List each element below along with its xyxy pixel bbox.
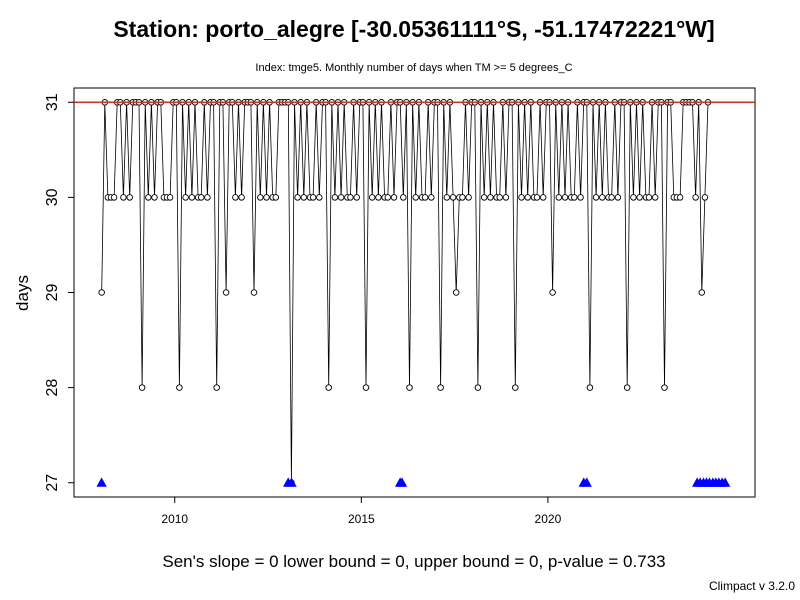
data-point (480, 194, 488, 201)
data-point (512, 384, 519, 391)
data-point (651, 194, 659, 201)
data-point (443, 194, 451, 201)
series-line (101, 101, 709, 483)
data-point (347, 194, 354, 201)
data-point (599, 194, 606, 201)
data-point (325, 384, 332, 391)
data-point (331, 194, 339, 201)
data-point (676, 194, 684, 201)
data-point (487, 194, 494, 201)
data-point (188, 194, 196, 201)
data-point (368, 194, 376, 201)
data-point (549, 289, 556, 296)
data-point (213, 384, 220, 391)
missing-marker (96, 477, 107, 487)
data-point (586, 384, 594, 391)
data-point (437, 384, 444, 391)
data-point (474, 384, 482, 391)
data-point (452, 289, 460, 296)
missing-marker (396, 477, 408, 487)
data-point (661, 384, 668, 391)
data-point (571, 194, 578, 201)
data-point (238, 194, 245, 201)
data-point (138, 384, 146, 391)
data-point (316, 194, 323, 201)
data-point (166, 194, 174, 201)
chart-title: Station: porto_alegre [-30.05361111°S, -… (113, 16, 714, 42)
data-point (353, 194, 360, 201)
data-point (614, 194, 622, 201)
data-point (98, 289, 105, 296)
data-point (459, 194, 466, 201)
data-point (294, 194, 301, 201)
data-point (176, 384, 183, 391)
data-point (592, 194, 600, 201)
data-point (384, 194, 392, 201)
data-point (692, 194, 699, 201)
data-point (182, 194, 189, 201)
data-point (698, 289, 706, 296)
data-point (539, 194, 547, 201)
data-point (145, 194, 152, 201)
stats-footer: Sen's slope = 0 lower bound = 0, upper b… (162, 552, 665, 571)
missing-marker (581, 477, 592, 487)
data-point (126, 194, 133, 201)
data-point (577, 194, 584, 201)
data-point (197, 194, 205, 201)
data-point (421, 194, 429, 201)
data-point (636, 194, 643, 201)
data-point (300, 194, 308, 201)
data-point (502, 194, 510, 201)
data-point (257, 194, 264, 201)
chart-subtitle: Index: tmge5. Monthly number of days whe… (255, 62, 572, 74)
missing-marker (286, 477, 297, 487)
data-point (465, 194, 472, 201)
y-tick-label: 30 (44, 188, 61, 206)
data-point (362, 384, 370, 391)
data-point (561, 194, 569, 201)
data-point (232, 194, 239, 201)
data-point (120, 194, 127, 201)
plot-area: 2010 2015 2020 27 28 29 30 31 (44, 87, 756, 526)
data-point (390, 194, 398, 201)
y-tick-label: 29 (44, 284, 61, 302)
data-point (406, 384, 413, 391)
data-point (701, 194, 709, 201)
x-tick-label: 2010 (161, 512, 188, 526)
x-tick-label: 2020 (535, 512, 562, 526)
data-point (449, 194, 457, 201)
data-point (533, 194, 541, 201)
data-point (645, 194, 653, 201)
data-point (630, 194, 637, 201)
data-point (375, 194, 382, 201)
data-point (204, 194, 211, 201)
data-point (608, 194, 615, 201)
data-point (496, 194, 503, 201)
data-point (400, 194, 407, 201)
data-point (623, 384, 631, 391)
data-point (272, 194, 280, 201)
data-point (524, 194, 531, 201)
data-point (222, 289, 230, 296)
data-point (412, 194, 419, 201)
data-point (518, 194, 525, 201)
y-tick-label: 31 (44, 93, 61, 111)
y-tick-label: 27 (44, 474, 61, 492)
data-point (263, 194, 270, 201)
data-point (428, 194, 435, 201)
version-label: Climpact v 3.2.0 (709, 579, 795, 593)
data-point (309, 194, 317, 201)
data-point (337, 194, 345, 201)
data-point (555, 194, 563, 201)
y-tick-label: 28 (44, 379, 61, 397)
data-point (110, 194, 118, 201)
y-axis-label: days (13, 275, 32, 311)
missing-marker (719, 477, 731, 487)
data-point (151, 194, 158, 201)
data-point (250, 289, 258, 296)
x-tick-label: 2015 (348, 512, 375, 526)
